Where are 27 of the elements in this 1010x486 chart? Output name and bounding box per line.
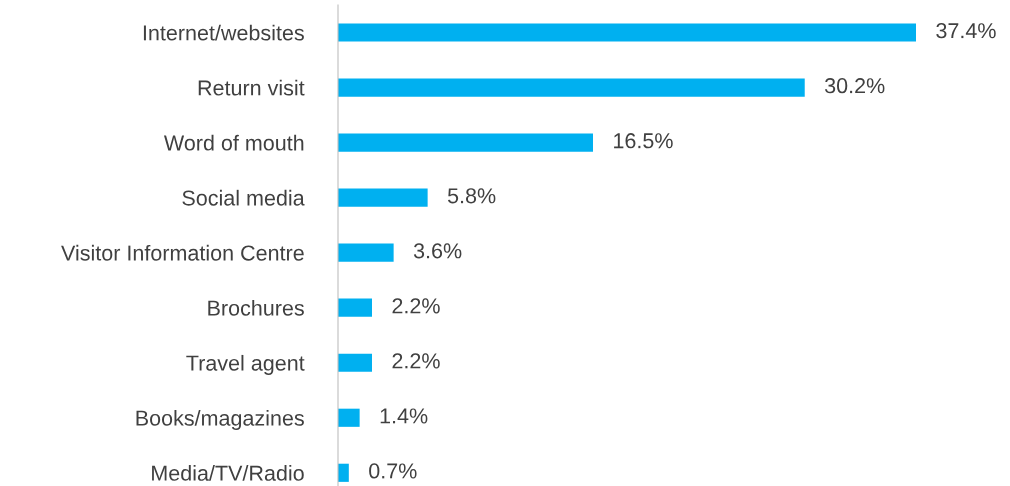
bar <box>338 188 428 207</box>
bar <box>338 133 593 152</box>
data-label: 0.7% <box>369 463 417 479</box>
y-tick-label: Visitor Information Centre <box>61 244 304 261</box>
y-tick-label: Media/TV/Radio <box>152 464 304 481</box>
y-tick-label: Return visit <box>198 79 305 96</box>
bar <box>338 463 349 482</box>
y-tick-label: Social media <box>182 189 305 206</box>
data-label: 3.6% <box>413 243 462 259</box>
bar <box>338 78 805 97</box>
bar <box>338 408 360 427</box>
bar <box>338 298 372 317</box>
y-tick-label: Brochures <box>208 299 304 316</box>
data-label: 2.2% <box>392 298 440 314</box>
data-label: 16.5% <box>614 133 673 149</box>
data-label: 5.8% <box>447 188 496 204</box>
data-label: 2.2% <box>392 353 440 369</box>
y-tick-label: Word of mouth <box>163 134 304 151</box>
data-label: 37.4% <box>936 23 996 39</box>
bar <box>338 243 394 262</box>
data-label: 30.2% <box>824 78 885 94</box>
bar <box>338 353 372 372</box>
data-label: 1.4% <box>380 408 428 424</box>
y-tick-label: Travel agent <box>186 354 305 375</box>
y-tick-label: Internet/websites <box>143 24 304 41</box>
bar <box>338 23 916 42</box>
y-tick-label: Books/magazines <box>136 409 304 431</box>
